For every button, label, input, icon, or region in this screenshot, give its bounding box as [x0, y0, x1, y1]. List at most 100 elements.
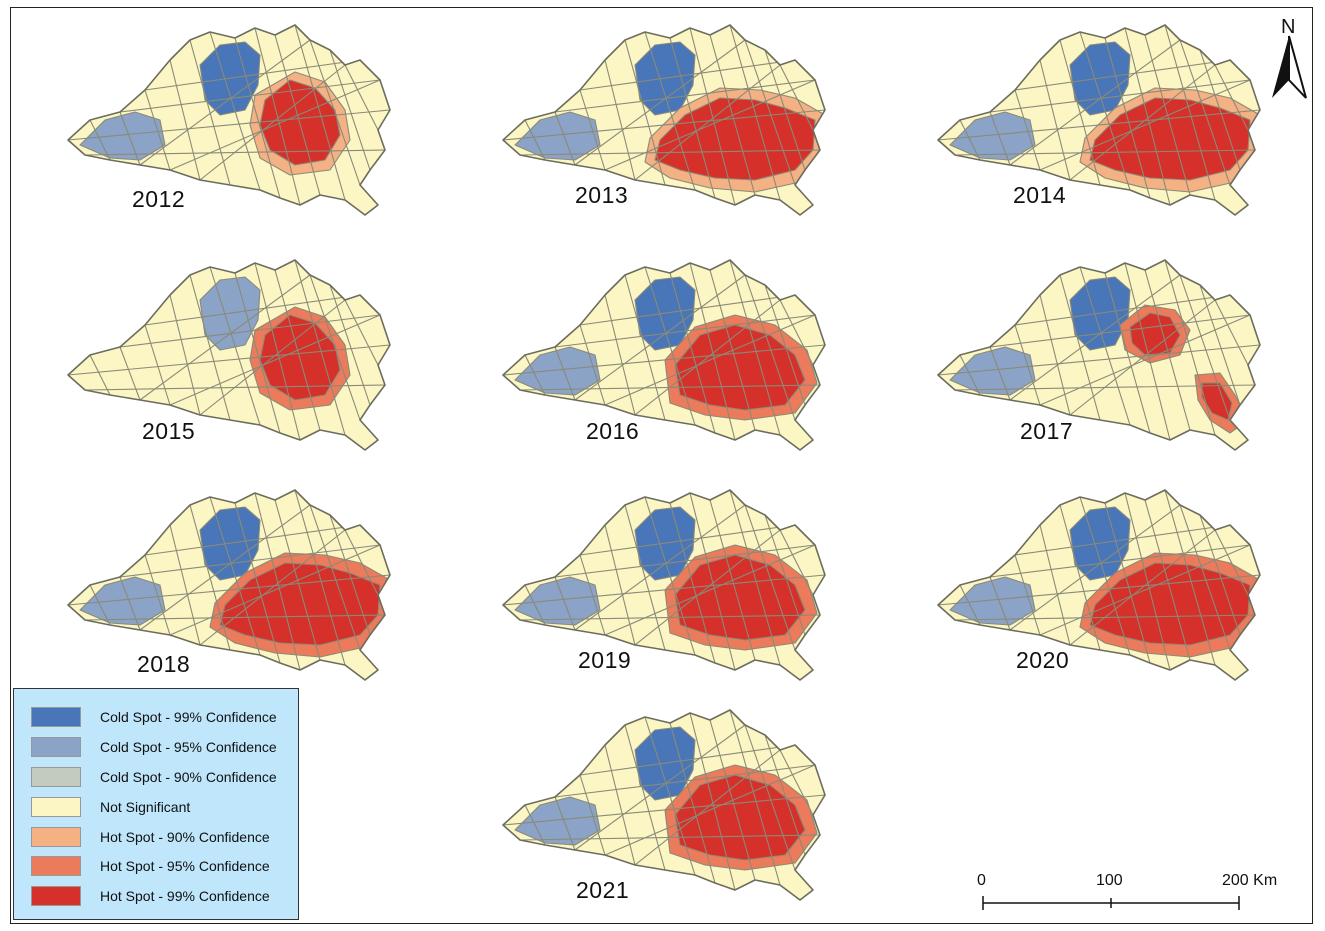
legend-swatch	[31, 886, 81, 906]
district-boundary	[119, 79, 381, 113]
district-boundary	[1039, 59, 1071, 181]
district-boundary	[989, 111, 1011, 166]
district-boundary	[1124, 262, 1171, 441]
district-boundary	[199, 64, 346, 181]
legend-item-hot-99: Hot Spot - 99% Confidence	[31, 885, 270, 907]
district-boundary	[634, 529, 781, 646]
district-boundary	[294, 25, 346, 201]
district-boundary	[1039, 79, 1251, 171]
district-outline	[502, 24, 826, 216]
district-boundary	[554, 79, 816, 113]
district-boundary	[989, 346, 1011, 401]
year-label-2016: 2016	[586, 418, 640, 444]
district-boundary	[779, 749, 814, 816]
district-boundary	[1179, 39, 1231, 186]
district-boundary	[89, 354, 111, 396]
district-boundary	[234, 37, 281, 199]
district-boundary	[574, 724, 746, 851]
district-boundary	[579, 324, 606, 406]
district-boundary	[1009, 274, 1181, 401]
district-boundary	[68, 574, 390, 606]
district-boundary	[1104, 272, 1151, 434]
district-boundary	[1009, 504, 1181, 631]
district-boundary	[89, 584, 111, 626]
district-boundary	[779, 299, 814, 366]
scale-label-200: 200 Km	[1222, 872, 1278, 889]
district-boundary	[634, 749, 781, 866]
west-cold-spot	[79, 576, 166, 626]
district-boundary	[144, 324, 171, 406]
district-boundary	[1179, 504, 1231, 651]
district-boundary	[689, 712, 736, 891]
district-boundary	[604, 744, 636, 866]
district-boundary	[579, 744, 796, 776]
district-boundary	[669, 722, 716, 884]
district-boundary	[1104, 502, 1151, 664]
legend-item-hot-95: Hot Spot - 95% Confidence	[31, 855, 270, 877]
year-label-2013: 2013	[575, 182, 629, 208]
district-boundary	[689, 492, 736, 671]
north-letter: N	[1281, 16, 1296, 38]
legend-swatch	[31, 827, 81, 847]
district-boundary	[729, 490, 781, 666]
district-boundary	[604, 314, 816, 406]
district-boundary	[579, 89, 606, 171]
district-boundary	[89, 119, 111, 161]
district-boundary	[1164, 260, 1216, 436]
district-boundary	[1039, 544, 1251, 636]
legend-label: Cold Spot - 90% Confidence	[100, 769, 277, 785]
district-boundary	[689, 262, 736, 441]
district-boundary	[309, 504, 361, 651]
legend-item-not-significant: Not Significant	[31, 796, 190, 818]
district-boundary	[1039, 314, 1251, 406]
district-boundary	[729, 25, 781, 201]
district-boundary	[989, 576, 1011, 631]
district-boundary	[744, 274, 796, 421]
district-outline	[502, 259, 826, 451]
legend-item-hot-90: Hot Spot - 90% Confidence	[31, 826, 270, 848]
district-boundary	[938, 574, 1260, 606]
map-2015	[67, 259, 391, 451]
district-boundary	[169, 79, 381, 171]
map-2017	[937, 259, 1261, 451]
district-boundary	[169, 294, 201, 416]
hot-spot-core	[674, 554, 806, 641]
district-boundary	[1069, 529, 1216, 646]
district-boundary	[68, 109, 390, 141]
district-boundary	[119, 576, 141, 631]
district-outline	[67, 489, 391, 681]
district-boundary	[209, 266, 261, 426]
district-boundary	[689, 27, 736, 206]
west-cold-spot	[949, 346, 1036, 396]
district-boundary	[1214, 529, 1249, 596]
year-label-2012: 2012	[132, 186, 186, 212]
west-cold-spot	[949, 576, 1036, 626]
district-boundary	[1124, 492, 1171, 671]
district-boundary	[729, 260, 781, 436]
district-boundary	[989, 79, 1251, 113]
legend-swatch	[31, 767, 81, 787]
district-boundary	[503, 794, 825, 826]
district-boundary	[644, 31, 696, 191]
district-boundary	[644, 266, 696, 426]
district-boundary	[254, 492, 301, 671]
district-boundary	[344, 299, 379, 366]
year-label-2020: 2020	[1016, 647, 1070, 673]
district-boundary	[1104, 37, 1151, 199]
district-outline	[67, 24, 391, 216]
district-boundary	[604, 79, 816, 171]
west-cold-spot	[79, 111, 166, 161]
district-boundary	[779, 529, 814, 596]
district-boundary	[1079, 31, 1131, 191]
district-boundary	[604, 59, 636, 181]
district-boundary	[199, 299, 346, 416]
west-cold-spot	[514, 346, 601, 396]
district-boundary	[254, 262, 301, 441]
year-label-2018: 2018	[137, 651, 191, 677]
district-boundary	[604, 524, 636, 646]
district-boundary	[234, 272, 281, 434]
map-2013	[502, 24, 826, 216]
district-boundary	[554, 796, 576, 851]
district-boundary	[1014, 294, 1231, 326]
district-outline	[937, 24, 1261, 216]
